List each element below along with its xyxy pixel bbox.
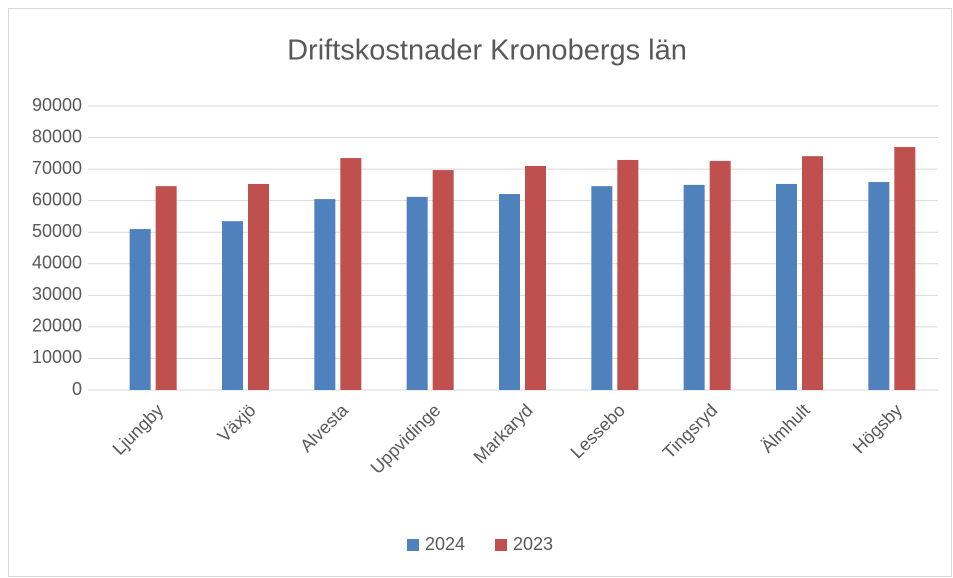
- bar: [248, 183, 269, 390]
- y-tick-label: 20000: [32, 316, 82, 336]
- bar: [683, 184, 705, 390]
- bar: [432, 170, 454, 390]
- y-tick-label: 40000: [32, 253, 82, 273]
- bar: [709, 160, 731, 390]
- y-tick-label: 80000: [32, 126, 82, 146]
- bar: [314, 199, 336, 390]
- chart-title: Driftskostnader Kronobergs län: [287, 35, 687, 67]
- bar: [591, 186, 613, 390]
- bar: [340, 158, 362, 390]
- y-tick-label: 0: [72, 379, 82, 399]
- bar: [894, 147, 916, 390]
- y-tick-label: 50000: [32, 221, 82, 241]
- bar: [406, 196, 428, 390]
- bar: [525, 165, 546, 390]
- bar: [222, 221, 243, 390]
- bar: [129, 229, 151, 390]
- bar: [617, 159, 639, 390]
- y-tick-label: 60000: [32, 189, 82, 209]
- legend-label: 2024: [425, 534, 465, 554]
- y-tick-label: 70000: [32, 158, 82, 178]
- legend-swatch: [407, 539, 419, 551]
- bar: [155, 186, 177, 390]
- y-tick-label: 10000: [32, 347, 82, 367]
- bar: [802, 156, 823, 390]
- bar: [499, 194, 520, 390]
- y-tick-label: 90000: [32, 95, 82, 115]
- legend-label: 2023: [513, 534, 553, 554]
- legend-swatch: [495, 539, 507, 551]
- bar: [776, 183, 797, 390]
- bar: [868, 182, 890, 390]
- y-tick-label: 30000: [32, 284, 82, 304]
